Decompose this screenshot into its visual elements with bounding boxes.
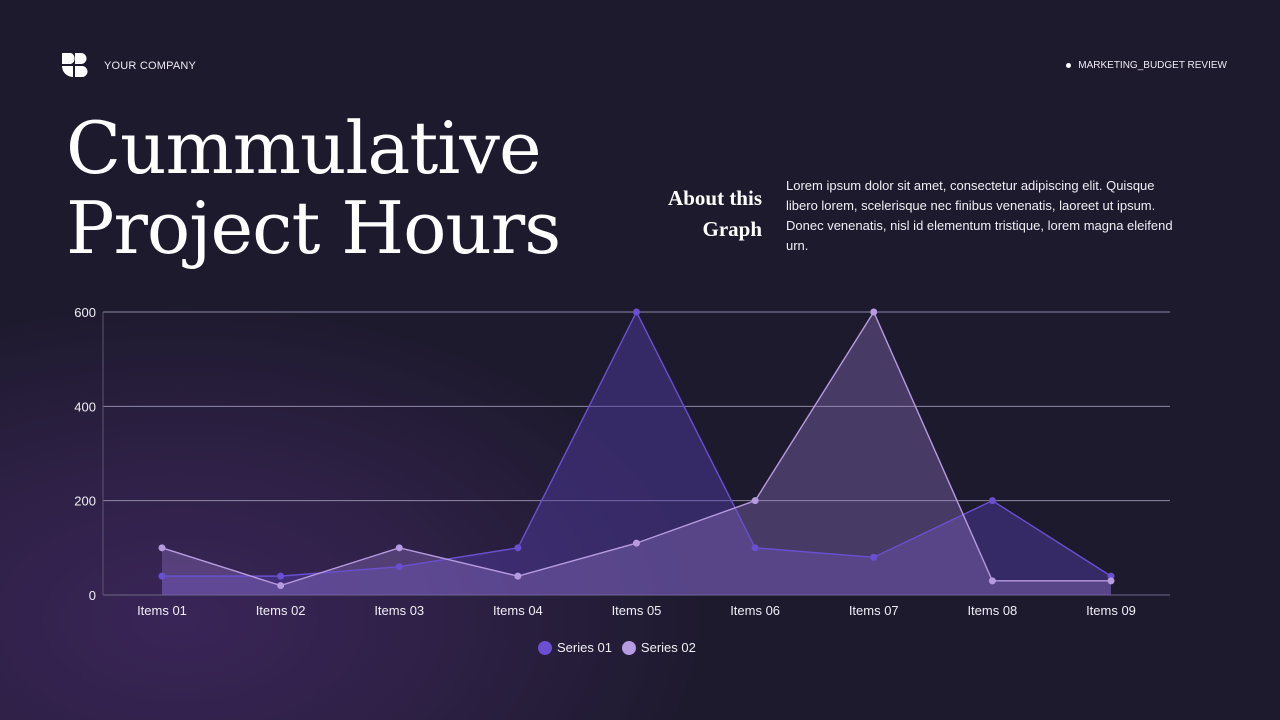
y-tick-label: 0 <box>89 588 96 603</box>
y-tick-label: 200 <box>74 494 96 509</box>
x-tick-label: Items 06 <box>730 603 780 618</box>
y-tick-label: 600 <box>74 305 96 320</box>
data-point[interactable] <box>870 308 878 316</box>
legend-item-series-2[interactable]: Series 02 <box>621 640 696 655</box>
x-tick-label: Items 05 <box>612 603 662 618</box>
legend-label: Series 01 <box>557 640 612 655</box>
data-point[interactable] <box>158 572 166 580</box>
data-point[interactable] <box>633 308 640 316</box>
title-line-2: Project Hours <box>66 186 561 270</box>
company-name: YOUR COMPANY <box>104 60 197 72</box>
series-2-swatch-icon <box>621 640 636 655</box>
data-point[interactable] <box>395 563 403 571</box>
x-tick-label: Items 02 <box>256 603 306 618</box>
company-logo <box>62 53 88 77</box>
about-heading: About this Graph <box>640 183 762 245</box>
data-point[interactable] <box>870 553 878 561</box>
data-point[interactable] <box>1107 577 1115 585</box>
data-point[interactable] <box>751 497 759 505</box>
data-point[interactable] <box>395 544 403 552</box>
data-point[interactable] <box>514 544 522 552</box>
x-tick-label: Items 08 <box>967 603 1017 618</box>
bullet-icon <box>1066 63 1072 68</box>
data-point[interactable] <box>633 539 640 547</box>
data-point[interactable] <box>988 577 996 585</box>
legend-label: Series 02 <box>640 640 696 655</box>
data-point[interactable] <box>158 544 166 552</box>
x-tick-label: Items 01 <box>137 603 187 618</box>
data-point[interactable] <box>277 582 285 590</box>
data-point[interactable] <box>988 497 996 505</box>
x-tick-label: Items 09 <box>1086 603 1136 618</box>
report-label: MARKETING_BUDGET REVIEW <box>1066 60 1227 71</box>
series-1-swatch-icon <box>538 640 552 655</box>
x-tick-label: Items 03 <box>374 603 424 618</box>
data-point[interactable] <box>514 572 522 580</box>
x-tick-label: Items 04 <box>493 603 543 618</box>
x-tick-label: Items 07 <box>849 603 899 618</box>
data-point[interactable] <box>277 572 285 580</box>
y-tick-label: 400 <box>74 399 96 414</box>
page-title: Cummulative Project Hours <box>66 106 561 270</box>
title-line-1: Cummulative <box>66 106 542 190</box>
about-description: Lorem ipsum dolor sit amet, consectetur … <box>786 178 1173 253</box>
chart-legend: Series 01 Series 02 <box>538 640 702 655</box>
legend-item-series-1[interactable]: Series 01 <box>538 640 612 655</box>
about-heading-line-2: Graph <box>702 217 762 241</box>
report-label-text: MARKETING_BUDGET REVIEW <box>1078 60 1227 71</box>
series-1-area <box>162 312 1111 595</box>
series-2-area <box>162 312 1111 595</box>
about-heading-line-1: About this <box>668 186 762 210</box>
data-point[interactable] <box>751 544 759 552</box>
